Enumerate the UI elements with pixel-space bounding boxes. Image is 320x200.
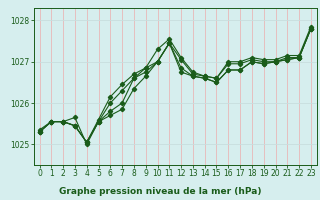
Text: Graphe pression niveau de la mer (hPa): Graphe pression niveau de la mer (hPa)	[59, 187, 261, 196]
